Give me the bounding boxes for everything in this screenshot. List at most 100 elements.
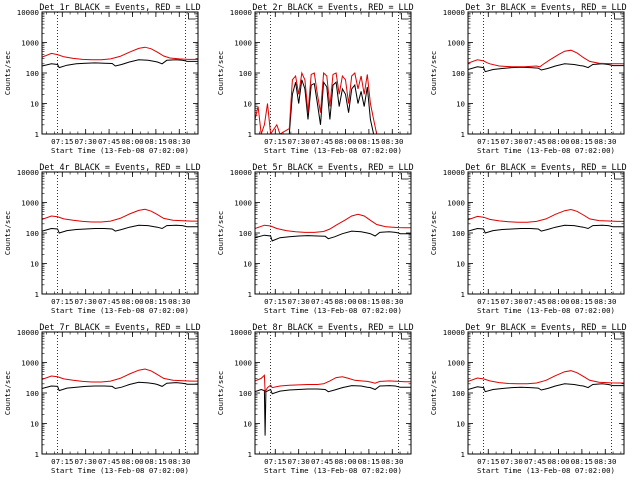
y-tick-label: 100: [452, 229, 465, 238]
x-tick-label: 07:15: [477, 457, 499, 466]
chart-title: Det 1r BLACK = Events, RED = LLD: [39, 2, 200, 12]
series-line-lld: [255, 71, 378, 134]
x-tick-label: 07:45: [98, 457, 120, 466]
x-tick-label: 08:30: [381, 297, 403, 306]
plot-frame: [467, 171, 625, 295]
y-tick-label: 1000: [21, 199, 39, 208]
y-tick-label: 1: [248, 130, 252, 139]
x-tick-label: 07:45: [98, 297, 120, 306]
y-axis-label: Counts/sec: [216, 371, 225, 416]
series-line-events: [255, 230, 411, 242]
marker-glyph: [614, 13, 622, 20]
series-line-lld: [468, 370, 624, 385]
x-tick-label: 07:15: [51, 137, 73, 146]
chart-title: Det 6r BLACK = Events, RED = LLD: [465, 162, 626, 172]
y-tick-label: 10000: [230, 8, 252, 17]
plot-frame: [254, 11, 412, 135]
y-tick-label: 10000: [17, 168, 39, 177]
x-tick-label: 07:45: [311, 457, 333, 466]
chart-panel-2: Det 2r BLACK = Events, RED = LLD 1 10 100 10…: [216, 2, 414, 155]
x-axis-label: Start Time (13-Feb-08 07:02:00): [264, 306, 402, 315]
x-tick-label: 07:15: [477, 137, 499, 146]
x-tick-label: 08:15: [571, 457, 593, 466]
series-line-lld: [42, 46, 198, 61]
y-tick-label: 1: [248, 450, 252, 459]
x-tick-label: 07:15: [264, 297, 286, 306]
x-tick-label: 08:00: [547, 457, 569, 466]
y-tick-label: 10: [30, 100, 39, 109]
y-tick-label: 100: [239, 229, 252, 238]
y-tick-label: 10: [456, 100, 465, 109]
series-line-lld: [255, 374, 411, 394]
y-axis-label: Counts/sec: [3, 51, 12, 96]
x-tick-label: 08:15: [145, 297, 167, 306]
y-axis-label: Counts/sec: [216, 51, 225, 96]
y-tick-label: 10: [456, 260, 465, 269]
y-axis-label: Counts/sec: [216, 211, 225, 256]
x-tick-label: 08:00: [121, 297, 143, 306]
chart-panel-9: Det 9r BLACK = Events, RED = LLD 1 10 100 10…: [429, 322, 627, 475]
chart-panel-3: Det 3r BLACK = Events, RED = LLD 1 10 100 10…: [429, 2, 627, 155]
chart-panel-8: Det 8r BLACK = Events, RED = LLD 1 10 100 10…: [216, 322, 414, 475]
x-tick-label: 07:15: [477, 297, 499, 306]
x-tick-label: 07:15: [51, 457, 73, 466]
x-tick-label: 08:15: [145, 137, 167, 146]
chart-title: Det 7r BLACK = Events, RED = LLD: [39, 322, 200, 332]
series-line-events: [42, 381, 198, 392]
marker-glyph: [188, 173, 196, 180]
y-tick-label: 1000: [447, 199, 465, 208]
x-tick-label: 08:30: [381, 137, 403, 146]
series-line-lld: [42, 208, 198, 223]
y-tick-label: 10000: [443, 8, 465, 17]
chart-panel-6: Det 6r BLACK = Events, RED = LLD 1 10 100 10…: [429, 162, 627, 315]
x-tick-label: 08:00: [547, 297, 569, 306]
x-tick-label: 08:00: [334, 137, 356, 146]
y-axis-label: Counts/sec: [429, 211, 438, 256]
y-tick-label: 10: [243, 100, 252, 109]
y-tick-label: 10000: [443, 168, 465, 177]
x-tick-label: 08:30: [168, 457, 190, 466]
chart-panel-4: Det 4r BLACK = Events, RED = LLD 1 10 100 10…: [3, 162, 201, 315]
x-tick-label: 08:15: [571, 297, 593, 306]
x-axis-label: Start Time (13-Feb-08 07:02:00): [51, 466, 189, 475]
y-tick-label: 10: [243, 420, 252, 429]
x-tick-label: 07:30: [75, 297, 97, 306]
x-axis-label: Start Time (13-Feb-08 07:02:00): [51, 146, 189, 155]
chart-title: Det 9r BLACK = Events, RED = LLD: [465, 322, 626, 332]
y-tick-label: 1000: [21, 39, 39, 48]
y-axis-label: Counts/sec: [3, 371, 12, 416]
plot-frame: [41, 331, 199, 455]
series-line-events: [42, 224, 198, 234]
plot-frame: [467, 11, 625, 135]
series-line-events: [468, 383, 624, 393]
x-tick-label: 07:30: [75, 137, 97, 146]
x-tick-label: 08:00: [121, 457, 143, 466]
chart-panel-5: Det 5r BLACK = Events, RED = LLD 1 10 100 10…: [216, 162, 414, 315]
marker-glyph: [188, 333, 196, 340]
series-line-lld: [468, 49, 624, 68]
plot-frame: [41, 171, 199, 295]
marker-glyph: [401, 333, 409, 340]
series-line-events: [468, 63, 624, 73]
marker-glyph: [614, 173, 622, 180]
series-line-lld: [42, 368, 198, 383]
x-tick-label: 08:30: [168, 137, 190, 146]
y-tick-label: 10000: [443, 328, 465, 337]
x-tick-label: 07:45: [311, 297, 333, 306]
y-tick-label: 1: [461, 450, 465, 459]
plot-frame: [254, 171, 412, 295]
y-tick-label: 1000: [447, 39, 465, 48]
marker-glyph: [401, 173, 409, 180]
x-tick-label: 08:00: [334, 457, 356, 466]
x-tick-label: 07:30: [288, 137, 310, 146]
x-tick-label: 07:30: [288, 297, 310, 306]
y-tick-label: 10: [30, 260, 39, 269]
x-tick-label: 07:30: [501, 297, 523, 306]
y-tick-label: 10: [456, 420, 465, 429]
x-axis-label: Start Time (13-Feb-08 07:02:00): [51, 306, 189, 315]
x-tick-label: 07:45: [524, 457, 546, 466]
x-tick-label: 08:00: [121, 137, 143, 146]
series-line-events: [255, 385, 411, 436]
chart-title: Det 2r BLACK = Events, RED = LLD: [252, 2, 413, 12]
